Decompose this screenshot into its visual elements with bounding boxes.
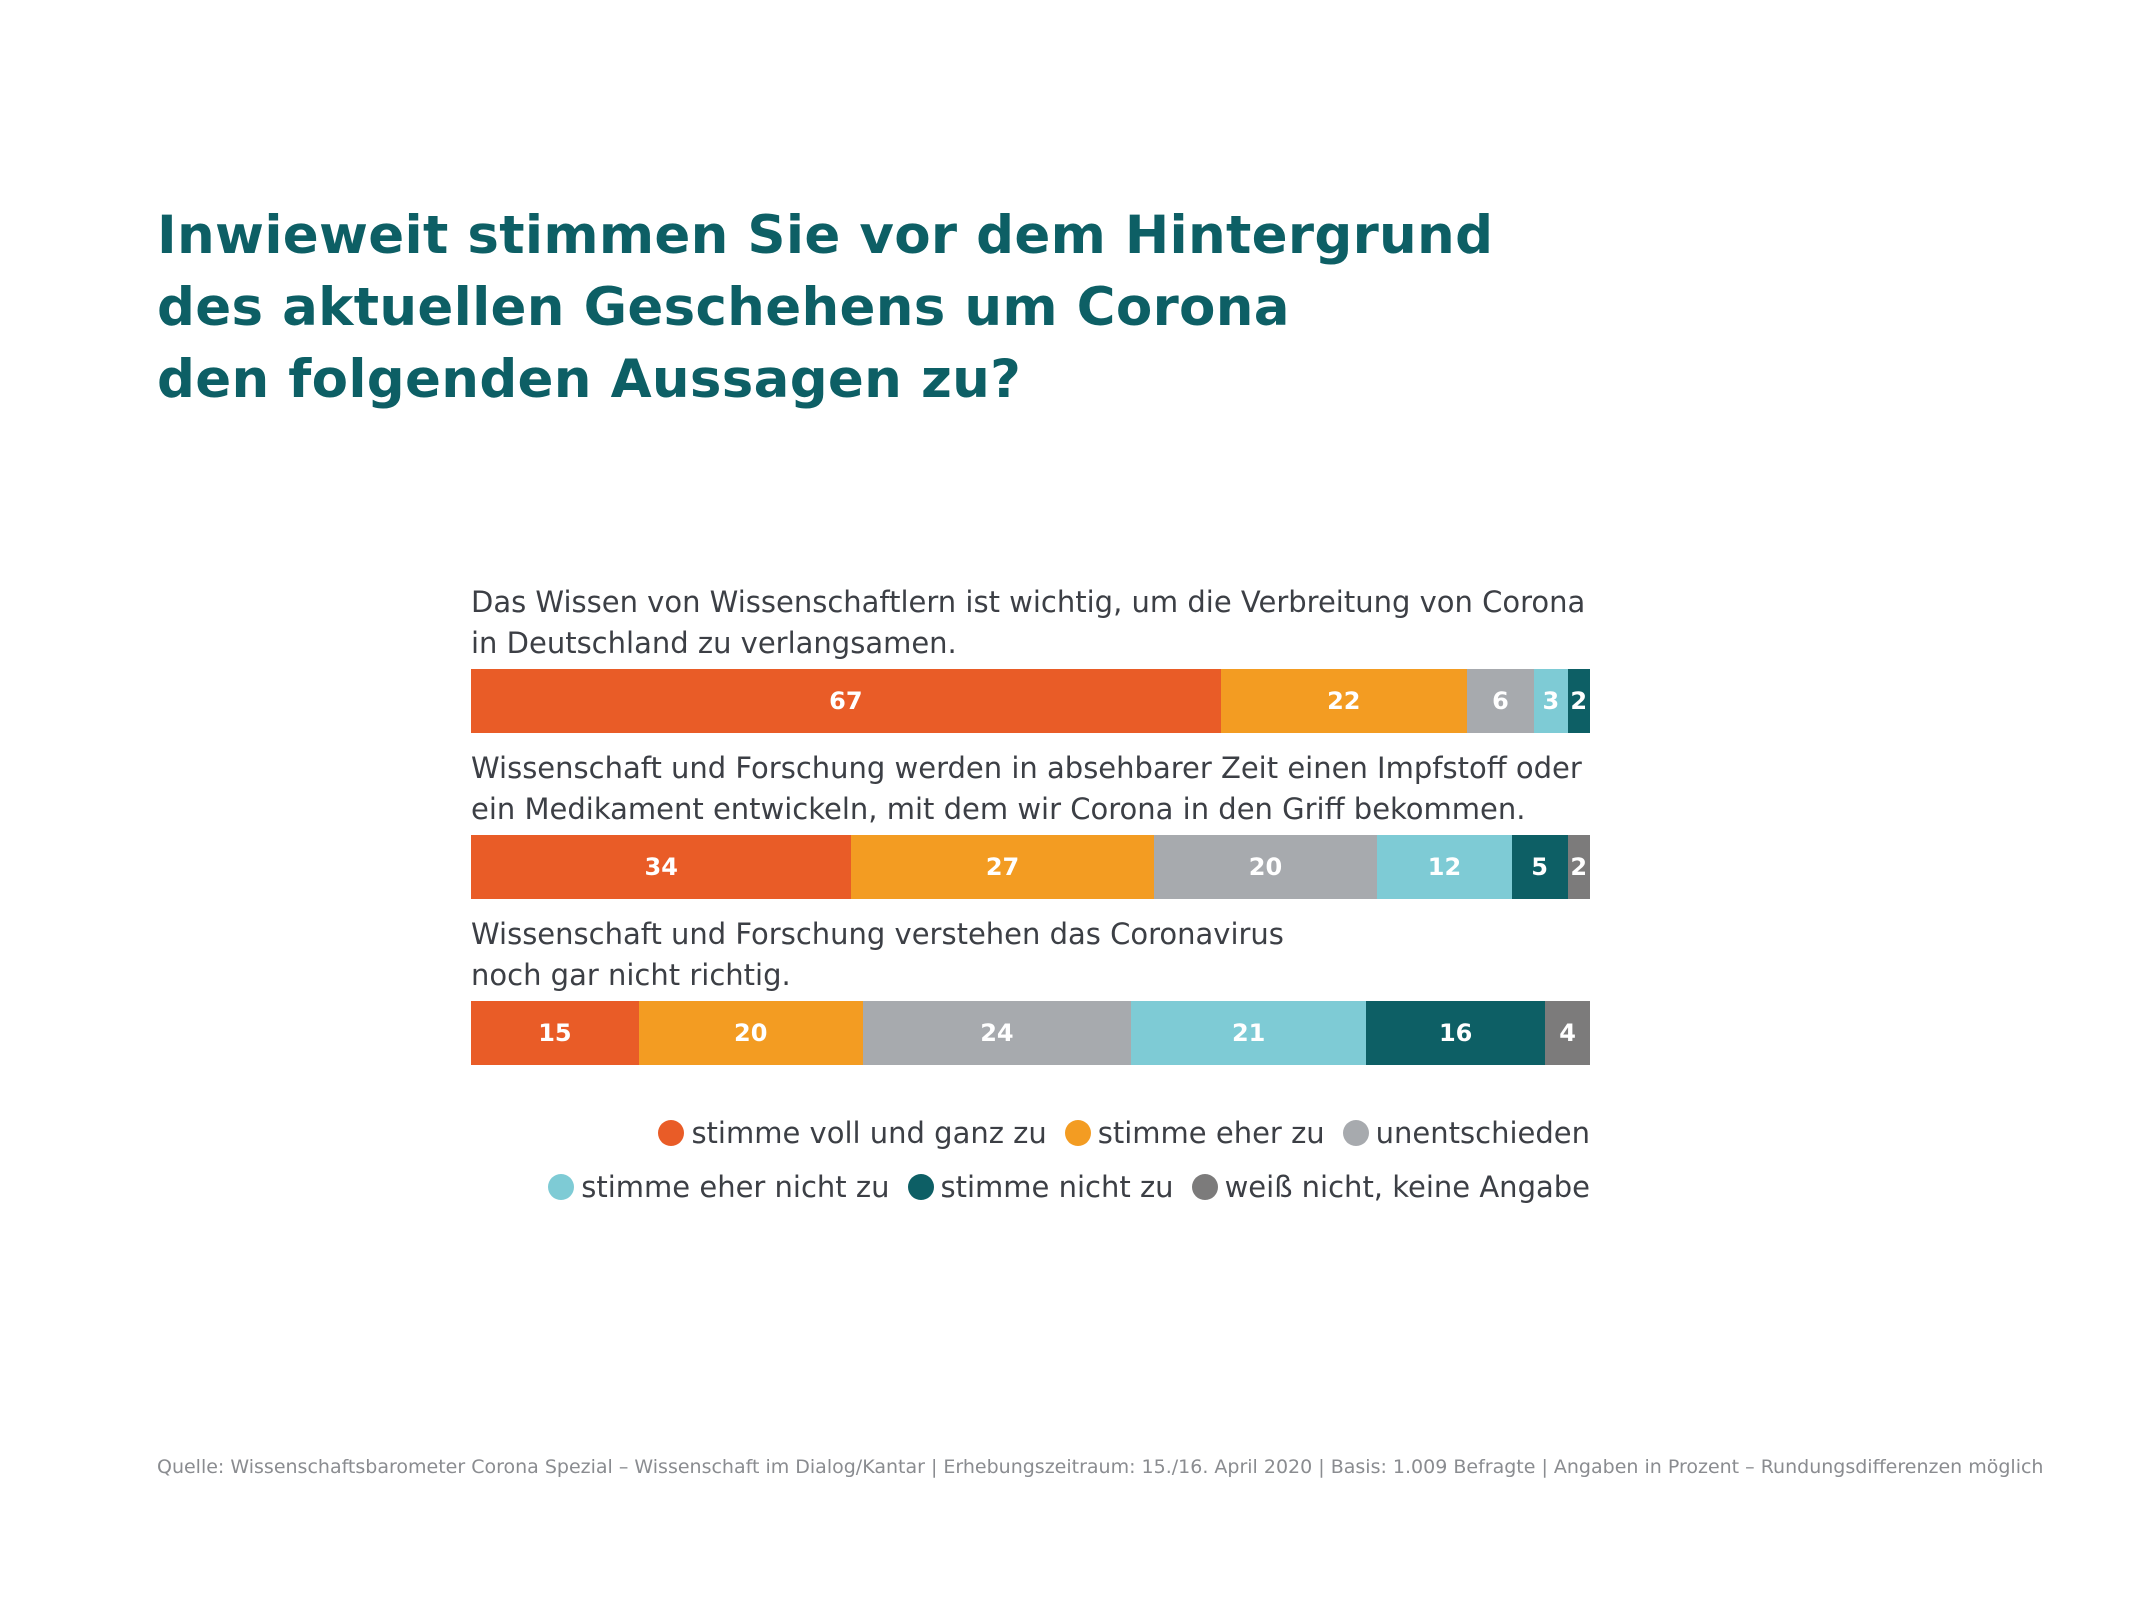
legend-label: unentschieden	[1375, 1116, 1590, 1150]
bar-segment: 24	[862, 1001, 1132, 1065]
bar-segment: 15	[471, 1001, 639, 1065]
bar-segment: 5	[1511, 835, 1568, 899]
stacked-bar: 67 22 6 3 2	[471, 669, 1590, 733]
chart-title-line: den folgenden Aussagen zu?	[157, 349, 1022, 410]
statement-label: Wissenschaft und Forschung werden in abs…	[471, 748, 1621, 830]
statement-label-line: ein Medikament entwickeln, mit dem wir C…	[471, 792, 1526, 826]
bar-value-label: 2	[1570, 853, 1588, 881]
statement-label-line: Wissenschaft und Forschung werden in abs…	[471, 751, 1582, 785]
chart-title: Inwieweit stimmen Sie vor dem Hintergrun…	[157, 200, 1657, 416]
bar-segment: 67	[471, 669, 1221, 733]
bar-value-label: 24	[980, 1019, 1014, 1047]
legend-row: stimme voll und ganz zu stimme eher zu une…	[640, 1116, 1590, 1150]
bar-value-label: 12	[1427, 853, 1462, 881]
legend-item: stimme nicht zu	[907, 1170, 1174, 1204]
bar-value-label: 4	[1559, 1019, 1576, 1047]
legend-label: stimme voll und ganz zu	[691, 1116, 1047, 1150]
bar-value-label: 5	[1531, 853, 1548, 881]
bar-value-label: 6	[1492, 687, 1509, 715]
statement-label-line: in Deutschland zu verlangsamen.	[471, 626, 957, 660]
bar-value-label: 2	[1570, 687, 1588, 715]
stacked-bar: 15 20 24 21 16 4	[471, 1001, 1590, 1065]
legend-label: stimme eher nicht zu	[581, 1170, 890, 1204]
legend-item: stimme eher zu	[1064, 1116, 1325, 1150]
source-footer: Quelle: Wissenschaftsbarometer Corona Sp…	[157, 1456, 2044, 1478]
statement-label-line: noch gar nicht richtig.	[471, 958, 791, 992]
bar-segment: 12	[1377, 835, 1512, 899]
statement-label-line: Das Wissen von Wissenschaftlern ist wich…	[471, 585, 1586, 619]
bar-value-label: 22	[1327, 687, 1361, 715]
legend-item: stimme voll und ganz zu	[658, 1116, 1047, 1150]
chart-title-line: des aktuellen Geschehens um Corona	[157, 277, 1290, 338]
bar-value-label: 21	[1231, 1019, 1266, 1047]
legend-swatch	[1342, 1120, 1369, 1146]
statement-label: Wissenschaft und Forschung verstehen das…	[471, 914, 1621, 996]
bar-segment: 6	[1466, 669, 1535, 733]
bar-value-label: 27	[985, 853, 1020, 881]
legend-swatch	[658, 1120, 685, 1146]
legend-item: unentschieden	[1342, 1116, 1590, 1150]
bar-segment: 22	[1220, 669, 1467, 733]
bar-segment: 20	[638, 1001, 863, 1065]
bar-segment: 21	[1131, 1001, 1367, 1065]
bar-value-label: 15	[538, 1019, 572, 1047]
bar-value-label: 16	[1438, 1019, 1473, 1047]
legend-item: weiß nicht, keine Angabe	[1191, 1170, 1590, 1204]
bar-value-label: 67	[829, 687, 863, 715]
bar-value-label: 20	[1248, 853, 1283, 881]
stacked-bar: 34 27 20 12 5 2	[471, 835, 1590, 899]
bar-segment: 16	[1366, 1001, 1546, 1065]
bar-segment: 27	[851, 835, 1154, 899]
bar-segment: 3	[1534, 669, 1568, 733]
bar-value-label: 34	[644, 853, 678, 881]
legend-item: stimme eher nicht zu	[548, 1170, 890, 1204]
legend-row: stimme eher nicht zu stimme nicht zu weiß …	[530, 1170, 1590, 1204]
legend-swatch	[1191, 1174, 1218, 1200]
legend-swatch	[548, 1174, 575, 1200]
statement-label-line: Wissenschaft und Forschung verstehen das…	[471, 917, 1284, 951]
bar-segment: 20	[1153, 835, 1378, 899]
legend-label: stimme eher zu	[1097, 1116, 1325, 1150]
bar-value-label: 20	[734, 1019, 768, 1047]
legend-swatch	[907, 1174, 934, 1200]
bar-value-label: 3	[1542, 687, 1560, 715]
statement-label: Das Wissen von Wissenschaftlern ist wich…	[471, 582, 1621, 664]
chart-title-line: Inwieweit stimmen Sie vor dem Hintergrun…	[157, 205, 1494, 266]
legend-swatch	[1064, 1120, 1091, 1146]
bar-segment: 2	[1567, 669, 1590, 733]
bar-segment: 34	[471, 835, 852, 899]
legend-label: stimme nicht zu	[940, 1170, 1174, 1204]
legend-label: weiß nicht, keine Angabe	[1224, 1170, 1590, 1204]
bar-segment: 4	[1545, 1001, 1590, 1065]
bar-segment: 2	[1567, 835, 1590, 899]
